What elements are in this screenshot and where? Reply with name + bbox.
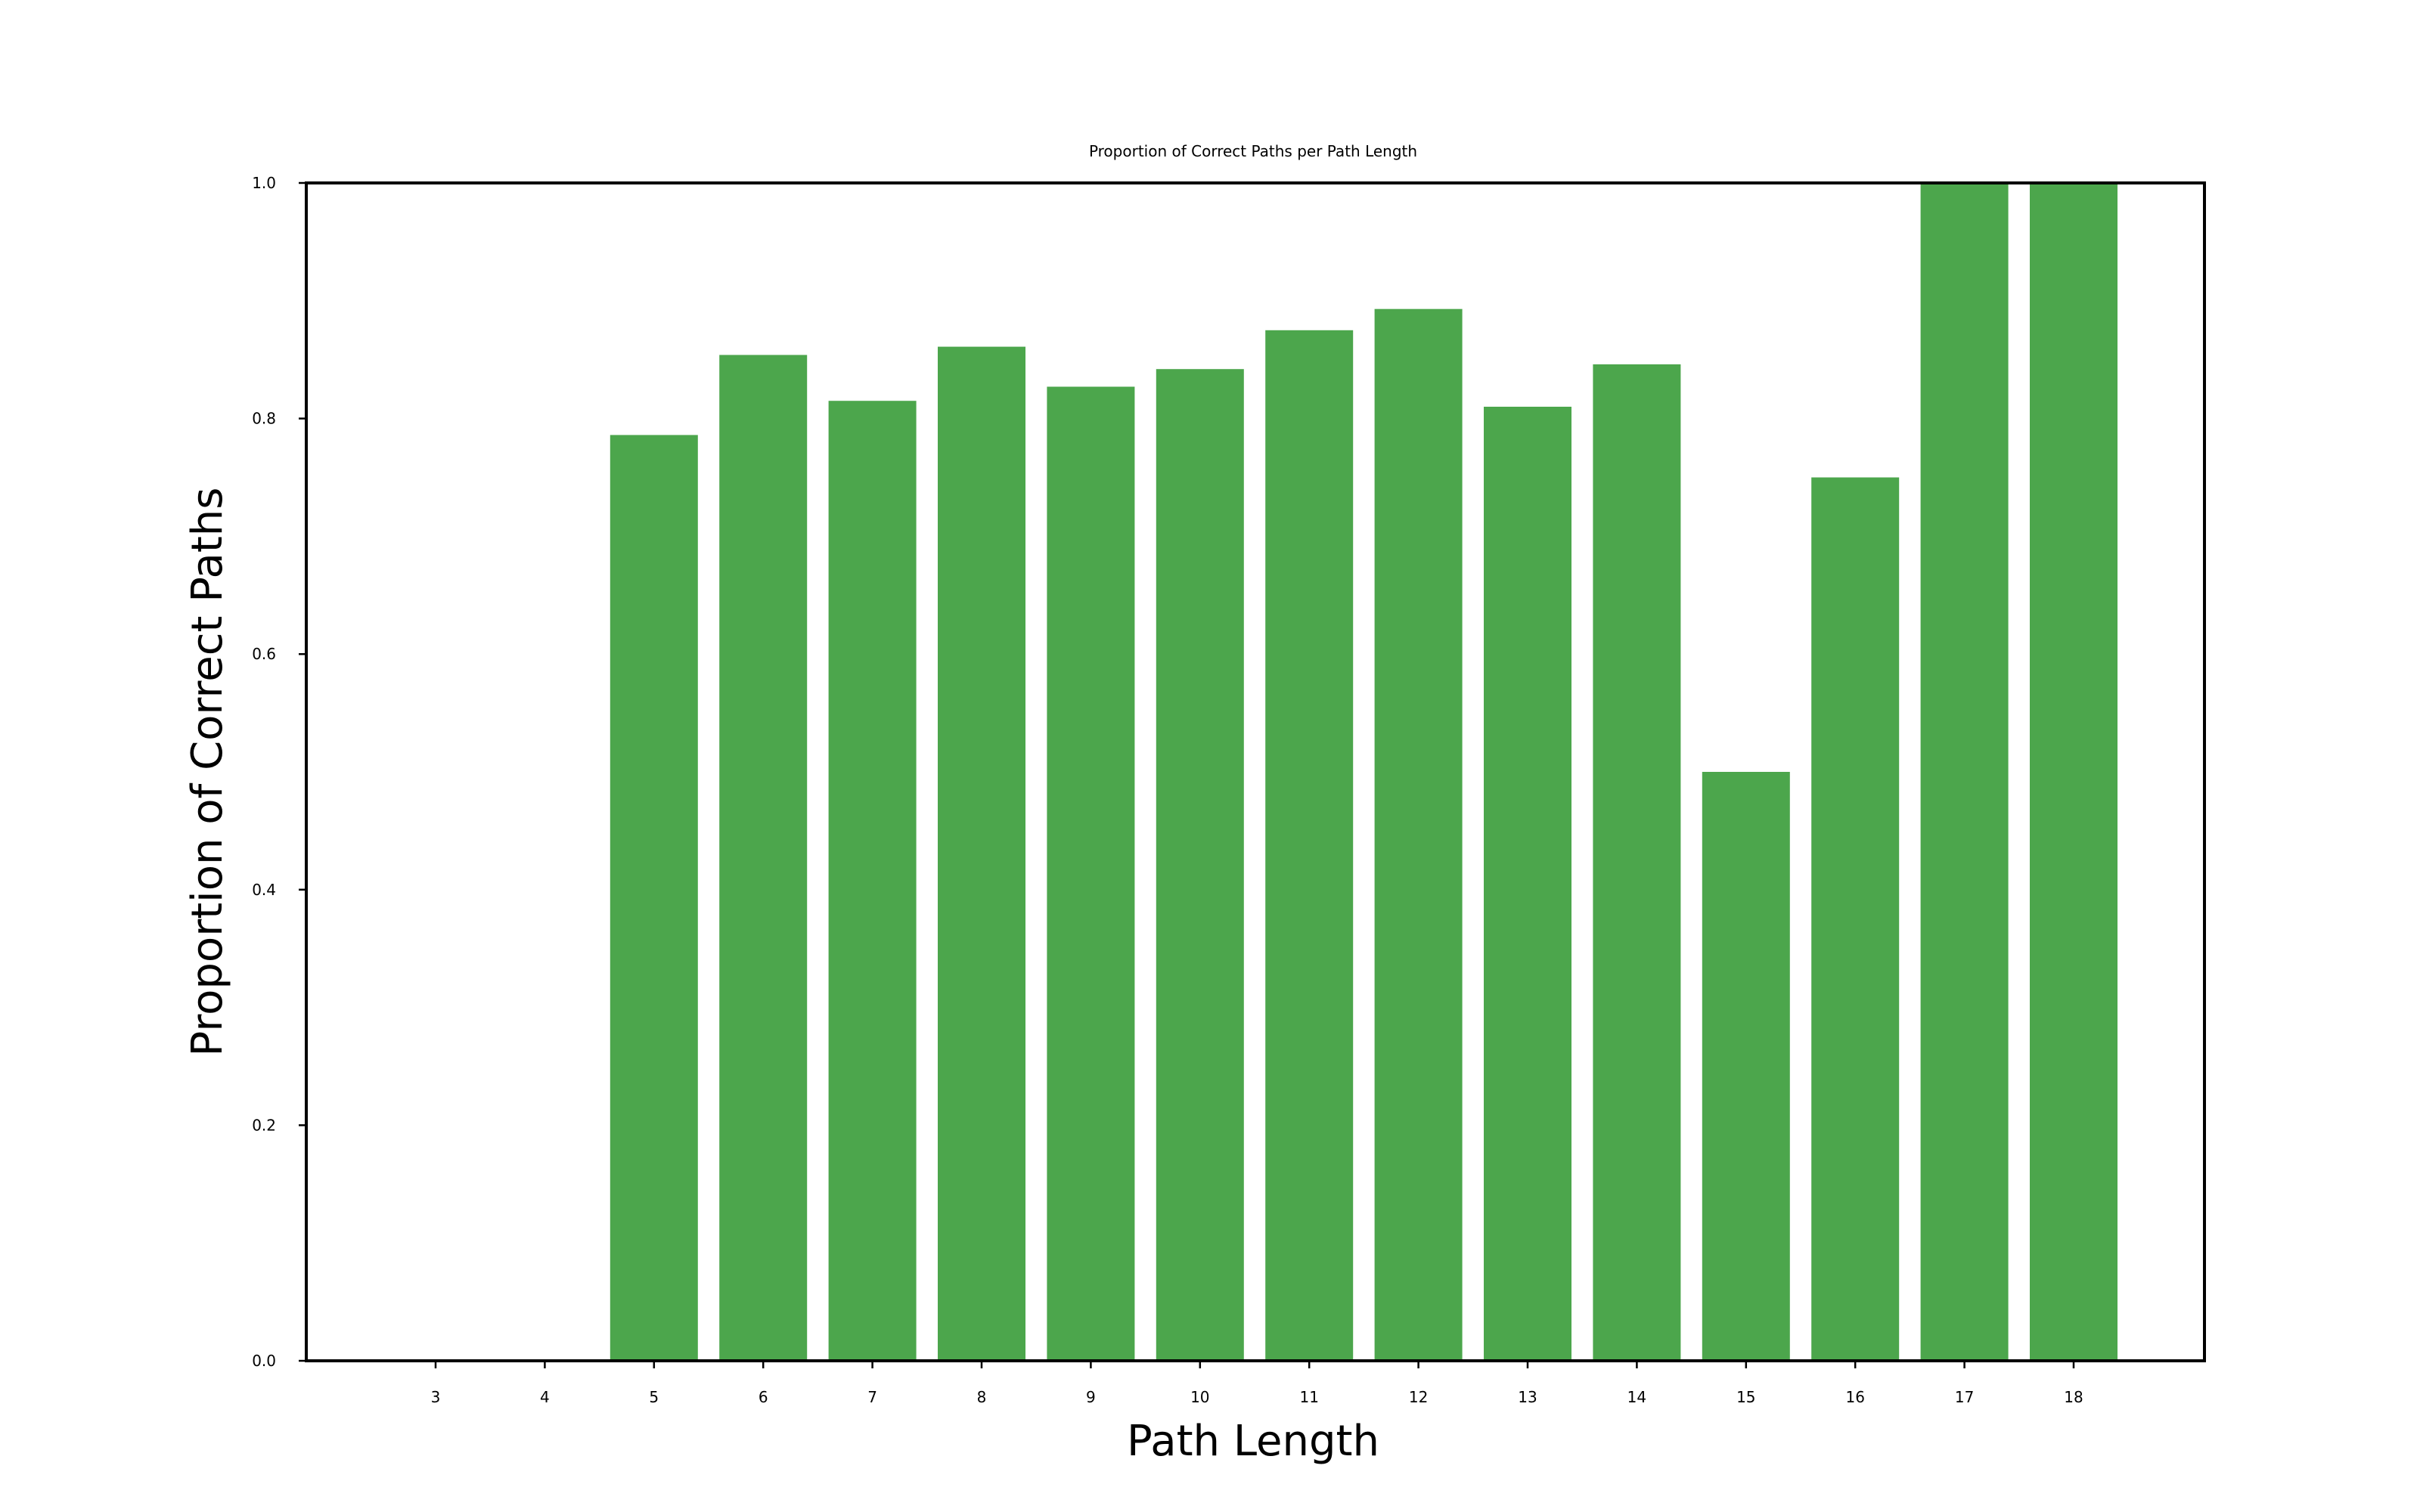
x-tick-label-6: 6 xyxy=(759,1388,768,1406)
bar-8 xyxy=(938,346,1025,1362)
bar-17 xyxy=(1920,183,2009,1361)
y-tick-label-2: 0.4 xyxy=(252,881,276,899)
x-tick-label-8: 8 xyxy=(977,1388,987,1406)
y-tick-label-1: 0.2 xyxy=(252,1116,276,1134)
bar-7 xyxy=(828,401,917,1362)
x-axis-ticks: 3 4 5 6 7 8 9 10 11 12 13 14 15 16 17 18 xyxy=(431,1361,2083,1406)
y-axis-ticks: 0.0 0.2 0.4 0.6 0.8 1.0 xyxy=(252,174,306,1370)
y-tick-label-4: 0.8 xyxy=(252,410,276,428)
bar-15 xyxy=(1702,772,1790,1361)
x-tick-label-9: 9 xyxy=(1086,1388,1096,1406)
x-tick-label-14: 14 xyxy=(1627,1388,1646,1406)
x-tick-label-12: 12 xyxy=(1409,1388,1428,1406)
x-tick-label-15: 15 xyxy=(1736,1388,1755,1406)
x-tick-label-4: 4 xyxy=(540,1388,550,1406)
x-tick-label-18: 18 xyxy=(2064,1388,2083,1406)
x-tick-label-11: 11 xyxy=(1299,1388,1318,1406)
bar-5 xyxy=(610,435,698,1361)
y-axis-label: Proportion of Correct Paths xyxy=(183,488,232,1057)
bar-10 xyxy=(1156,369,1244,1362)
y-tick-label-0: 0.0 xyxy=(252,1352,276,1370)
bar-16 xyxy=(1811,477,1900,1361)
bar-14 xyxy=(1593,364,1681,1361)
bar-12 xyxy=(1374,308,1463,1362)
x-axis-label: Path Length xyxy=(1127,1417,1379,1466)
bar-6 xyxy=(719,355,808,1361)
bar-11 xyxy=(1265,330,1354,1362)
chart-title: Proportion of Correct Paths per Path Len… xyxy=(1089,142,1417,160)
y-tick-label-5: 1.0 xyxy=(252,174,276,192)
x-tick-label-13: 13 xyxy=(1518,1388,1537,1406)
x-tick-label-7: 7 xyxy=(867,1388,877,1406)
x-tick-label-10: 10 xyxy=(1190,1388,1209,1406)
axes-frame xyxy=(305,181,2206,1362)
x-tick-label-5: 5 xyxy=(649,1388,659,1406)
x-tick-label-3: 3 xyxy=(431,1388,441,1406)
x-tick-label-17: 17 xyxy=(1955,1388,1974,1406)
x-tick-label-16: 16 xyxy=(1845,1388,1864,1406)
bar-9 xyxy=(1047,386,1135,1361)
bar-13 xyxy=(1484,407,1571,1361)
y-tick-label-3: 0.6 xyxy=(252,645,276,663)
bar-18 xyxy=(2030,183,2118,1361)
bars-group xyxy=(610,183,2118,1362)
